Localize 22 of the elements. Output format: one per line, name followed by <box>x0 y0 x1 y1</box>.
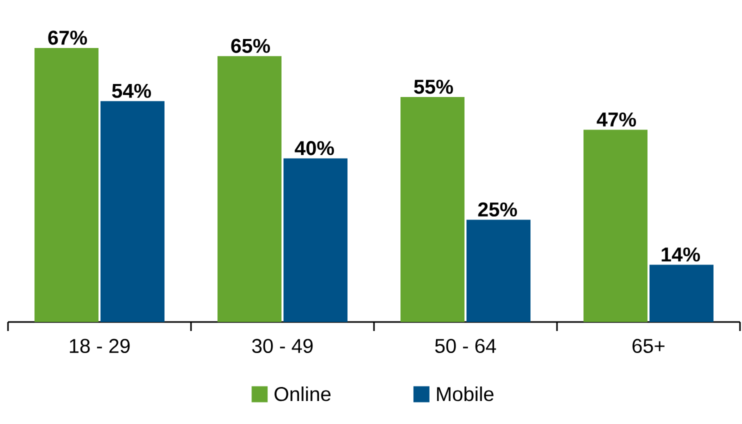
data-label: 55% <box>414 80 453 94</box>
x-tick-label: 30 - 49 <box>252 338 313 354</box>
bar <box>100 101 164 322</box>
legend-label: Online <box>274 386 331 402</box>
bar <box>650 264 714 322</box>
bar <box>34 48 98 322</box>
x-tick-label: 65+ <box>632 338 664 354</box>
data-label: 47% <box>596 112 636 127</box>
data-label: 54% <box>112 84 151 98</box>
bar <box>466 220 530 322</box>
bar <box>584 130 648 322</box>
x-tick-label: 50 - 64 <box>435 338 496 354</box>
data-label: 65% <box>231 38 270 53</box>
bar <box>218 56 282 322</box>
bar <box>284 158 348 322</box>
bar <box>400 97 464 322</box>
data-label: 25% <box>478 202 517 217</box>
data-label: 67% <box>48 30 87 45</box>
data-label: 40% <box>294 141 334 156</box>
legend-label: Mobile <box>437 386 494 402</box>
x-tick-label: 18 - 29 <box>70 338 130 354</box>
data-label: 14% <box>662 247 700 262</box>
